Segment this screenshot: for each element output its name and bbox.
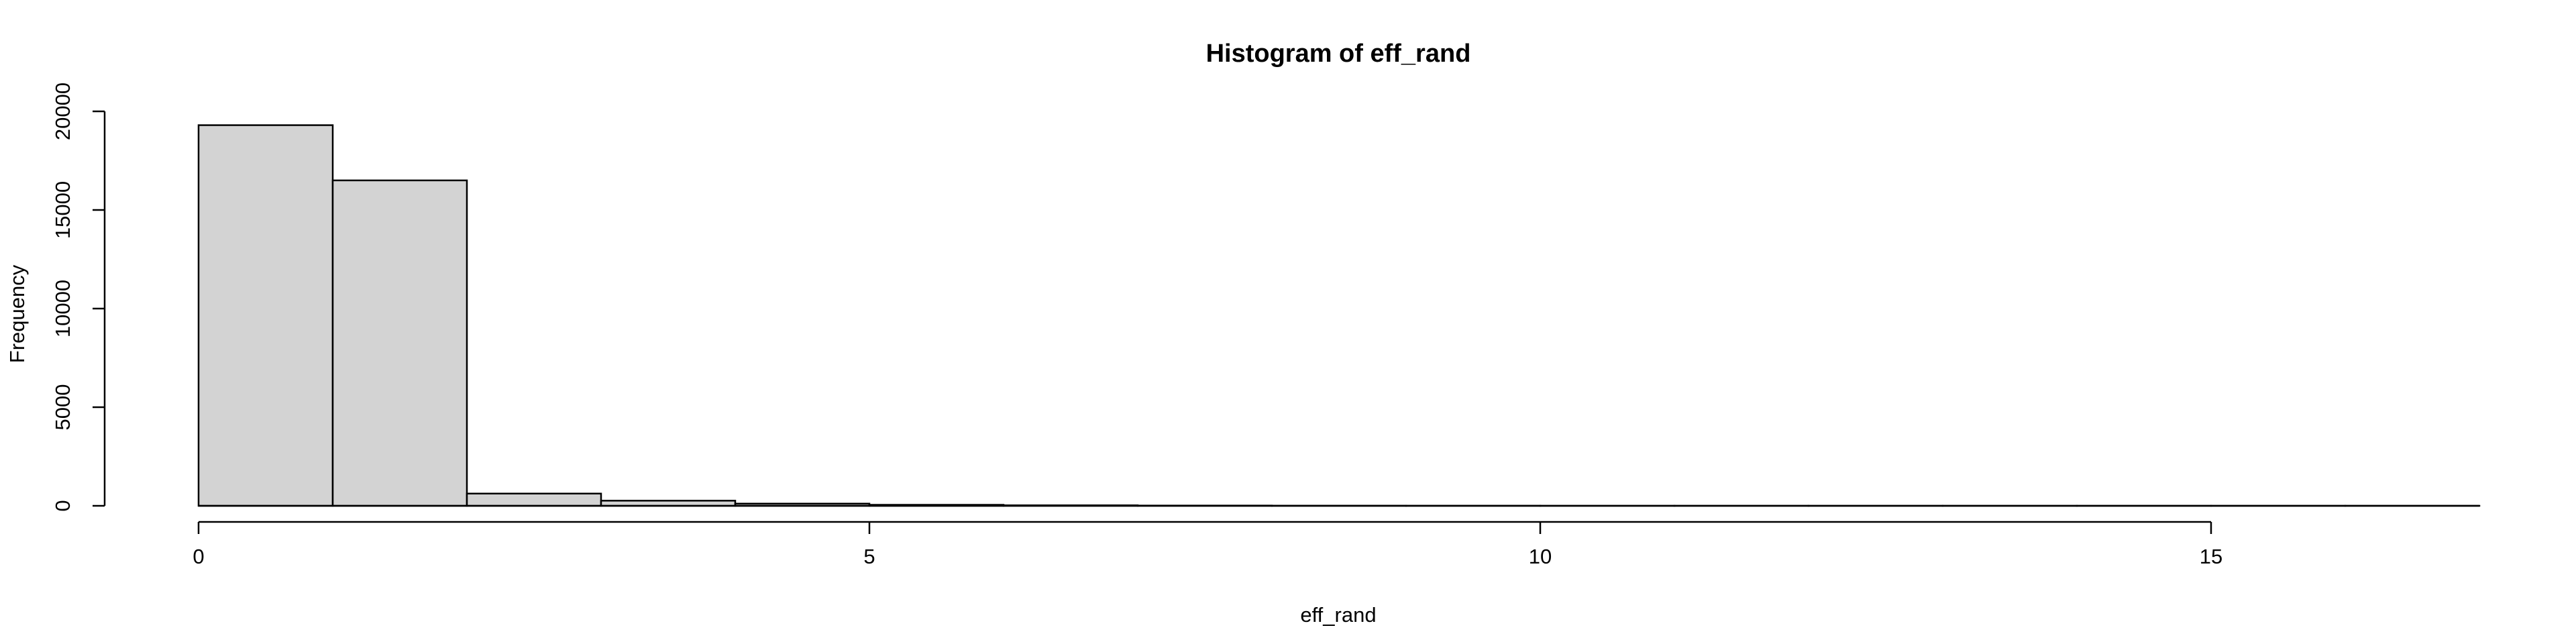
histogram-bar xyxy=(197,124,334,507)
y-tick-label: 0 xyxy=(51,500,74,511)
x-axis-label: eff_rand xyxy=(1300,603,1376,627)
y-tick-label: 15000 xyxy=(51,181,74,239)
y-axis: 0 5000 10000 15000 20000 xyxy=(51,83,106,512)
chart-title: Histogram of eff_rand xyxy=(1206,40,1471,68)
histogram-bar xyxy=(466,492,602,507)
x-tick-label: 0 xyxy=(193,545,204,568)
y-tick-label: 5000 xyxy=(51,384,74,431)
y-tick-label: 20000 xyxy=(51,83,74,140)
x-tick-label: 15 xyxy=(2200,545,2222,568)
x-tick-label: 10 xyxy=(1529,545,1552,568)
y-tick-label: 10000 xyxy=(51,280,74,337)
x-tick-label: 5 xyxy=(863,545,875,568)
x-axis: 0 5 10 15 xyxy=(193,521,2222,568)
histogram-bar xyxy=(331,179,468,507)
histogram-bars xyxy=(197,124,2481,507)
y-axis-label: Frequency xyxy=(5,264,29,363)
